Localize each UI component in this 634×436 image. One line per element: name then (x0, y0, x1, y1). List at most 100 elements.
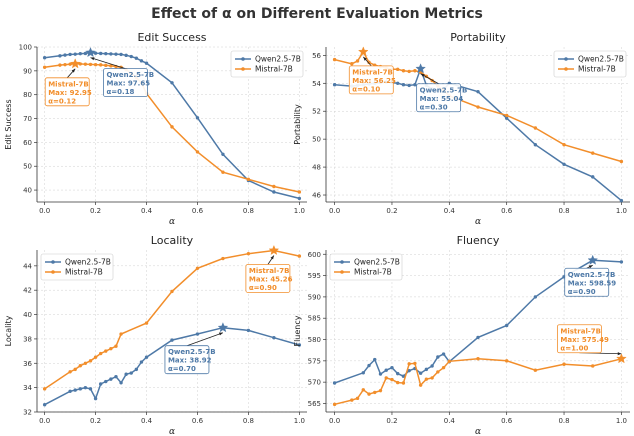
x-tick-label: 1.0 (616, 417, 627, 425)
data-point (332, 381, 337, 385)
annotation-box (44, 77, 90, 107)
data-point (119, 381, 123, 385)
data-point (413, 83, 417, 87)
data-point (83, 51, 88, 56)
legend-label: Qwen2.5-7B (578, 55, 624, 64)
legend-marker (241, 67, 245, 71)
annotation-arrowhead (588, 265, 593, 269)
data-point (195, 116, 200, 120)
y-tick-label: 570 (308, 379, 321, 387)
data-point (395, 371, 400, 376)
data-point (78, 62, 83, 66)
annotation-arrow (186, 332, 224, 347)
data-point (78, 51, 83, 56)
max-star-marker (587, 254, 599, 265)
legend-marker (51, 260, 55, 264)
data-point (109, 64, 113, 68)
data-point (272, 184, 276, 189)
data-point (562, 162, 566, 166)
data-point (42, 402, 47, 407)
panel-fluency: 0.0 0.2 0.4 0.6 0.8 1.0 565 570 575 580 585 590 595 6… (293, 234, 630, 436)
data-point (332, 402, 337, 407)
data-point (98, 351, 103, 356)
data-point (476, 89, 480, 94)
data-point (88, 62, 93, 67)
data-point (139, 59, 144, 63)
annotation-text: Qwen2.5-7B (106, 71, 154, 79)
series-qwen2-5-7b (42, 326, 302, 407)
legend-label: Mistral-7B (65, 268, 103, 277)
annotation-text: α=0.90 (568, 288, 596, 296)
data-point (591, 175, 595, 179)
max-star-marker (268, 244, 280, 255)
y-axis-label: Fluency (293, 315, 302, 346)
data-point (591, 364, 595, 368)
data-point (134, 56, 139, 60)
y-axis-label: Locality (4, 315, 13, 346)
data-point (476, 105, 480, 109)
x-tick-label: 0.2 (386, 417, 397, 425)
data-point (93, 62, 98, 67)
legend-marker (241, 57, 245, 61)
data-point (98, 382, 103, 386)
data-point (221, 256, 225, 261)
annotation-text: Mistral-7B (249, 267, 290, 275)
data-point (619, 198, 624, 203)
data-point (221, 152, 225, 157)
data-point (395, 380, 400, 385)
data-point (42, 65, 47, 69)
data-point (297, 190, 302, 194)
data-point (124, 372, 128, 376)
data-point (436, 370, 440, 374)
data-point (355, 59, 360, 63)
panel-title: Edit Success (137, 31, 206, 44)
y-tick-label: 44 (23, 262, 32, 270)
x-tick-label: 0.4 (141, 417, 153, 425)
data-point (221, 170, 225, 174)
figure-title: Effect of α on Different Evaluation Metr… (151, 6, 483, 22)
data-point (58, 54, 62, 58)
annotation-text: α=0.12 (48, 97, 76, 105)
annotation-text: α=0.10 (352, 85, 380, 93)
data-point (119, 332, 123, 336)
x-tick-label: 0.2 (90, 207, 101, 215)
data-point (78, 387, 83, 391)
y-tick-label: 48 (312, 164, 321, 172)
x-tick-label: 0.4 (444, 417, 456, 425)
data-point (124, 53, 128, 58)
data-point (476, 357, 480, 361)
data-point (441, 365, 446, 370)
data-point (395, 81, 400, 86)
x-tick-label: 0.4 (444, 207, 456, 215)
annotation-text: Qwen2.5-7B (568, 271, 616, 279)
y-tick-label: 46 (312, 192, 321, 200)
annotation-arrowhead (71, 68, 76, 73)
data-point (297, 254, 302, 258)
y-tick-label: 575 (308, 357, 321, 365)
data-point (88, 359, 93, 363)
data-point (68, 370, 72, 374)
y-tick-label: 70 (23, 115, 32, 123)
x-tick-label: 0.0 (39, 207, 50, 215)
annotation-arrowhead (218, 332, 223, 336)
data-point (109, 377, 113, 381)
x-tick-label: 0.0 (329, 417, 340, 425)
data-point (195, 332, 200, 336)
data-point (297, 343, 302, 347)
legend-label: Mistral-7B (255, 65, 293, 74)
y-tick-label: 54 (312, 80, 321, 88)
data-point (129, 54, 133, 59)
legend-marker (340, 260, 344, 264)
series-mistral-7b (42, 248, 302, 391)
legend-marker (564, 57, 568, 61)
data-point (83, 385, 88, 390)
data-point (332, 83, 337, 87)
annotation-arrowhead (270, 255, 274, 260)
legend-box (553, 50, 627, 78)
x-axis-label: α (475, 217, 481, 227)
data-point (533, 368, 538, 372)
data-point (384, 376, 388, 380)
